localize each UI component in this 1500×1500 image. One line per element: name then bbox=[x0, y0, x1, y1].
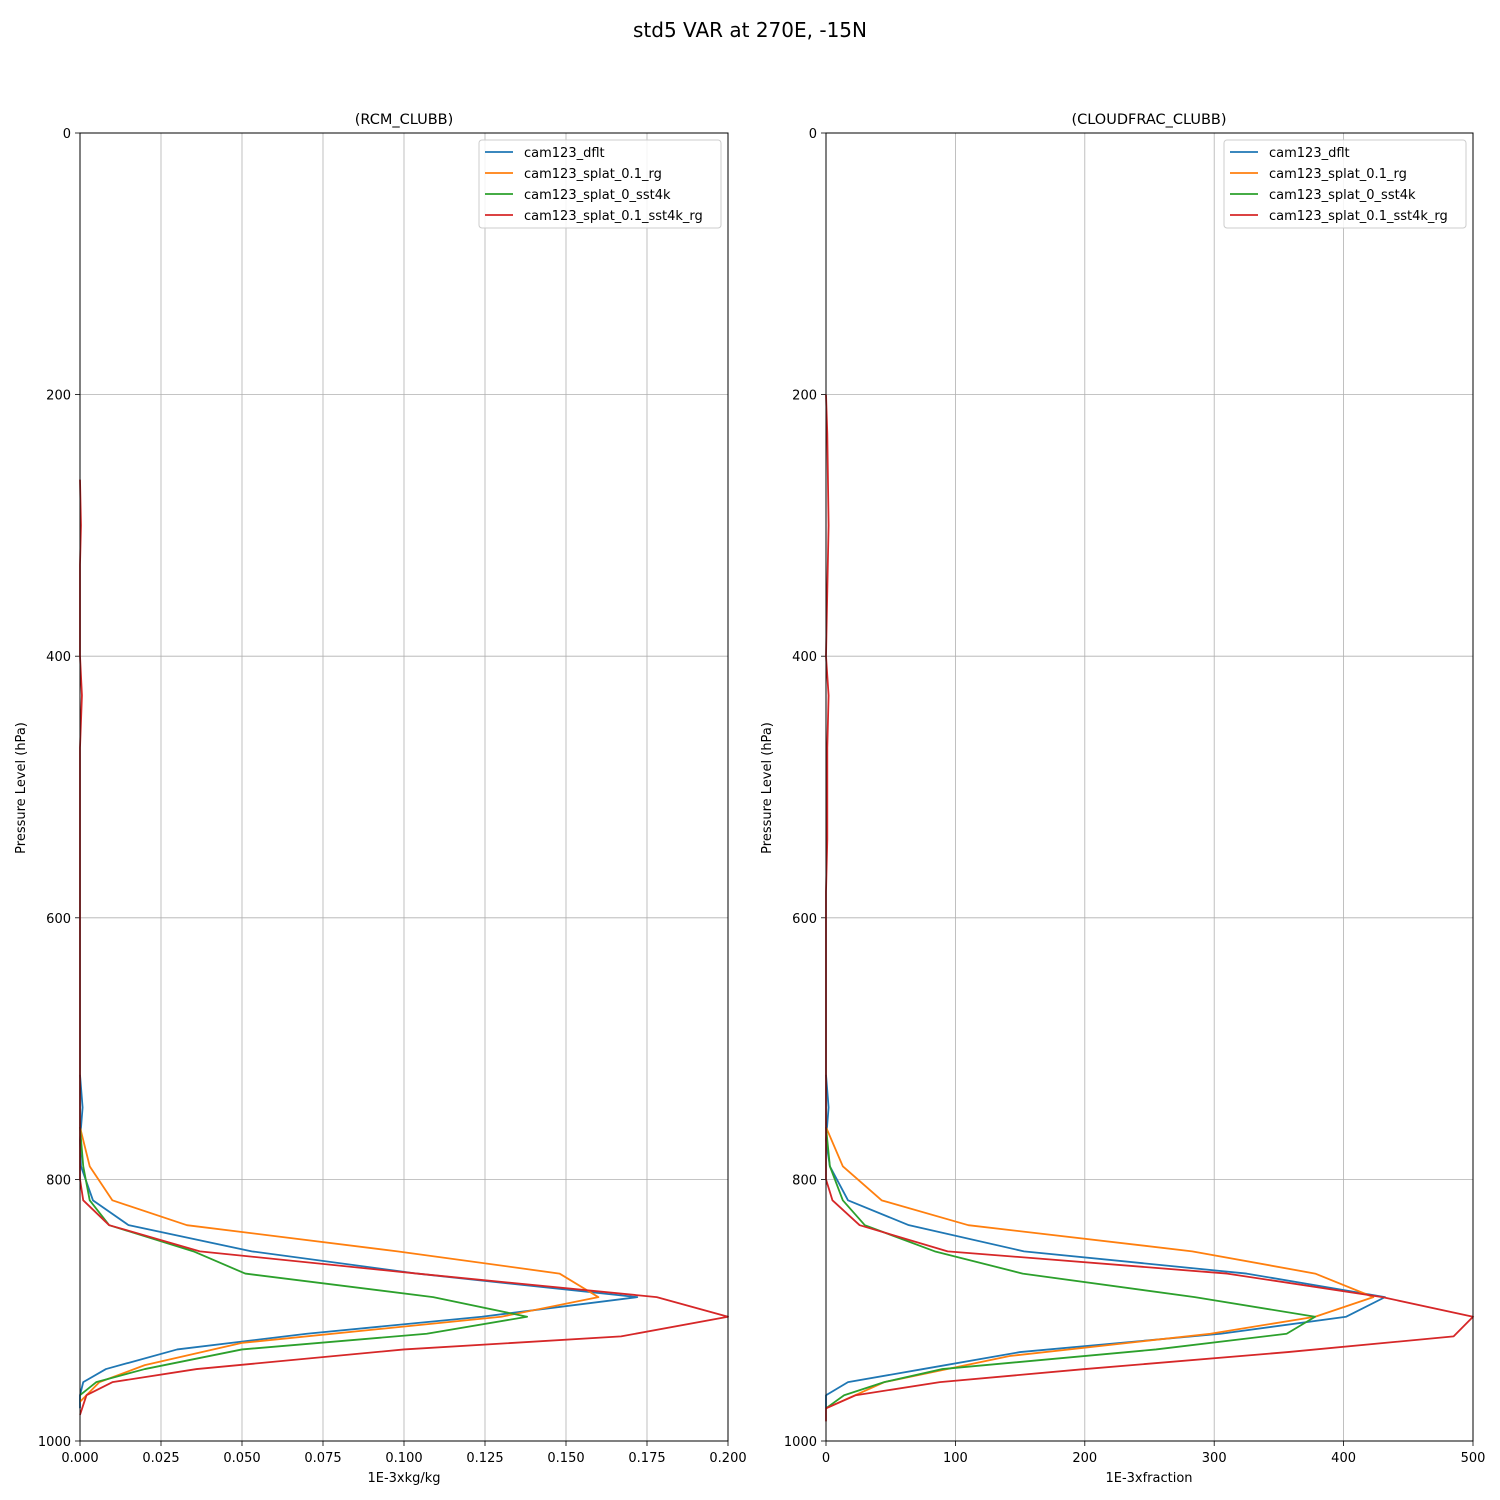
legend-label: cam123_splat_0.1_sst4k_rg bbox=[1269, 209, 1448, 224]
x-tick-label: 0.150 bbox=[547, 1451, 584, 1466]
y-tick-label: 1000 bbox=[784, 1435, 817, 1450]
y-tick-label: 800 bbox=[792, 1173, 817, 1188]
y-tick-label: 400 bbox=[792, 650, 817, 665]
legend-label: cam123_splat_0.1_rg bbox=[524, 167, 662, 182]
y-tick-label: 200 bbox=[46, 389, 71, 404]
legend-label: cam123_splat_0_sst4k bbox=[1269, 188, 1416, 203]
legend-label: cam123_splat_0_sst4k bbox=[524, 188, 671, 203]
x-tick-label: 200 bbox=[1072, 1451, 1097, 1466]
legend-label: cam123_splat_0.1_rg bbox=[1269, 167, 1407, 182]
legend-box bbox=[1223, 139, 1467, 229]
y-tick-label: 0 bbox=[63, 127, 71, 142]
y-axis-label-rcm-clubb: Pressure Level (hPa) bbox=[14, 722, 29, 854]
plot-frame-cloudfrac-clubb bbox=[825, 132, 1474, 1442]
x-tick-label: 0.050 bbox=[223, 1451, 260, 1466]
legend-label: cam123_splat_0.1_sst4k_rg bbox=[524, 209, 703, 224]
grid-rcm-clubb bbox=[79, 132, 729, 1442]
series-line-3 bbox=[825, 394, 1474, 1422]
legend-rcm-clubb: cam123_dflt cam123_splat_0.1_rg cam123_spl… bbox=[478, 139, 722, 229]
x-tick-label: 500 bbox=[1461, 1451, 1486, 1466]
y-tick-label: 600 bbox=[792, 912, 817, 927]
x-tick-label: 0.175 bbox=[628, 1451, 665, 1466]
x-axis-label-cloudfrac-clubb: 1E-3xfraction bbox=[1105, 1471, 1192, 1486]
x-tick-label: 0.000 bbox=[61, 1451, 98, 1466]
series-line-2 bbox=[825, 1126, 1317, 1410]
x-tick-label: 400 bbox=[1331, 1451, 1356, 1466]
x-tick-label: 0.100 bbox=[385, 1451, 422, 1466]
x-tick-label: 300 bbox=[1202, 1451, 1227, 1466]
y-tick-label: 600 bbox=[46, 912, 71, 927]
y-tick-label: 400 bbox=[46, 650, 71, 665]
x-tick-label: 0.125 bbox=[466, 1451, 503, 1466]
x-tick-label: 0.075 bbox=[304, 1451, 341, 1466]
panel-title-rcm-clubb: (RCM_CLUBB) bbox=[355, 112, 454, 128]
x-tick-label: 0.025 bbox=[142, 1451, 179, 1466]
panel-title-cloudfrac-clubb: (CLOUDFRAC_CLUBB) bbox=[1071, 112, 1226, 128]
plot-frame-rcm-clubb bbox=[79, 132, 729, 1442]
figure-title: std5 VAR at 270E, -15N bbox=[633, 18, 867, 42]
series-line-2 bbox=[79, 1127, 529, 1396]
legend-cloudfrac-clubb: cam123_dflt cam123_splat_0.1_rg cam123_spl… bbox=[1223, 139, 1467, 229]
rcm-clubb-panel: (RCM_CLUBB) 1E-3xkg/kg Pressure Level (h… bbox=[14, 112, 747, 1486]
y-tick-label: 0 bbox=[809, 127, 817, 142]
y-tick-label: 200 bbox=[792, 389, 817, 404]
cloudfrac-clubb-panel: (CLOUDFRAC_CLUBB) 1E-3xfraction Pressure… bbox=[760, 112, 1485, 1486]
y-axis-label-cloudfrac-clubb: Pressure Level (hPa) bbox=[760, 722, 775, 854]
x-tick-label: 0.200 bbox=[709, 1451, 746, 1466]
legend-box bbox=[478, 139, 722, 229]
series-line-1 bbox=[79, 1126, 600, 1403]
y-tick-label: 1000 bbox=[38, 1435, 71, 1450]
legend-label: cam123_dflt bbox=[1269, 146, 1350, 161]
series-line-1 bbox=[825, 1126, 1375, 1410]
x-tick-label: 0 bbox=[822, 1451, 830, 1466]
x-tick-label: 100 bbox=[943, 1451, 968, 1466]
x-axis-label-rcm-clubb: 1E-3xkg/kg bbox=[367, 1471, 440, 1486]
y-tick-label: 800 bbox=[46, 1173, 71, 1188]
legend-label: cam123_dflt bbox=[524, 146, 605, 161]
